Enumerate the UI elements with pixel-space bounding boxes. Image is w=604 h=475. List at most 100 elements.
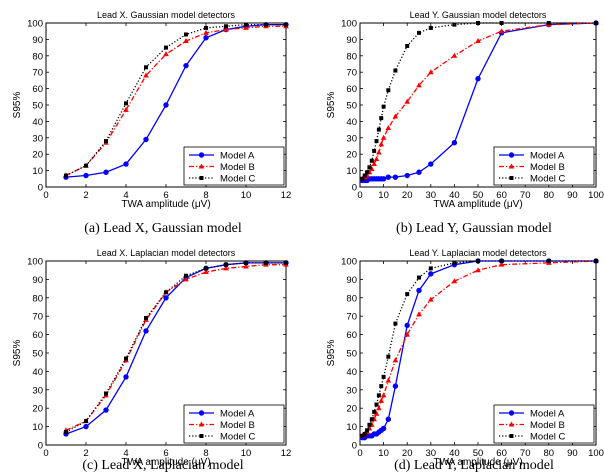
x-tick-label: 10 — [378, 190, 389, 201]
y-tick-label: 90 — [32, 275, 43, 286]
data-point — [376, 393, 381, 398]
y-tick-label: 80 — [32, 293, 43, 304]
data-point — [499, 259, 504, 263]
data-point — [284, 260, 288, 265]
data-point — [163, 295, 169, 301]
data-point — [392, 174, 399, 180]
x-tick-label: 0 — [43, 190, 48, 201]
data-point — [405, 292, 410, 297]
data-point — [224, 262, 228, 267]
data-point — [124, 356, 128, 361]
y-tick-label: 100 — [27, 257, 43, 268]
data-point — [183, 38, 189, 44]
data-point — [393, 321, 398, 326]
x-tick-label: 2 — [83, 448, 88, 459]
chart-title: Lead Y. Laplacian model detectors — [409, 248, 547, 258]
data-point — [203, 35, 209, 41]
data-point — [143, 136, 149, 143]
x-tick-label: 10 — [378, 448, 389, 459]
data-point — [264, 260, 268, 265]
x-tick-label: 8 — [203, 448, 208, 459]
data-point — [164, 290, 168, 295]
data-point — [367, 165, 372, 170]
y-tick-label: 20 — [32, 404, 43, 415]
data-point — [284, 22, 288, 27]
y-tick-label: 20 — [346, 150, 357, 161]
y-tick-label: 60 — [32, 84, 43, 95]
chart-title: Lead Y. Gaussian model detectors — [410, 10, 547, 20]
data-point — [386, 88, 391, 93]
data-point — [385, 124, 392, 130]
series-line-3 — [65, 262, 286, 433]
y-tick-label: 50 — [32, 349, 43, 360]
data-point — [452, 22, 457, 27]
data-point — [373, 156, 380, 162]
data-point — [83, 423, 89, 430]
series-line-1 — [65, 23, 286, 178]
data-point — [223, 265, 229, 271]
x-axis-label: TWA amplitude (μV) — [433, 199, 522, 210]
legend-label: Model C — [220, 432, 256, 443]
data-point — [594, 21, 598, 25]
x-tick-label: 100 — [588, 448, 604, 459]
data-point — [380, 425, 387, 432]
x-tick-label: 4 — [123, 190, 128, 201]
legend-label: Model B — [530, 162, 565, 173]
data-point — [144, 316, 148, 321]
data-point — [451, 140, 458, 146]
legend-marker — [508, 152, 515, 158]
data-point — [360, 176, 365, 181]
data-point — [204, 266, 208, 271]
x-tick-label: 50 — [473, 190, 484, 201]
y-tick-label: 80 — [32, 51, 43, 62]
data-point — [244, 22, 248, 27]
data-point — [367, 422, 372, 427]
y-tick-label: 80 — [346, 51, 357, 62]
data-point — [404, 172, 410, 179]
data-point — [123, 106, 129, 112]
data-point — [385, 377, 392, 383]
data-point — [379, 116, 384, 121]
legend-marker — [508, 410, 515, 416]
y-tick-label: 60 — [346, 84, 357, 95]
x-axis-label: TWA amplitude (μV) — [433, 457, 522, 468]
legend-marker — [509, 434, 514, 438]
x-tick-label: 4 — [123, 448, 128, 459]
data-point — [416, 169, 422, 175]
data-point — [83, 172, 89, 179]
y-tick-label: 10 — [346, 422, 357, 433]
x-tick-label: 40 — [449, 190, 460, 201]
legend-marker — [508, 421, 515, 427]
data-point — [546, 21, 551, 25]
x-tick-label: 8 — [203, 190, 208, 201]
data-point — [499, 21, 504, 25]
data-point — [103, 169, 109, 175]
y-tick-label: 30 — [32, 385, 43, 396]
data-point — [416, 311, 422, 317]
series-line-3 — [65, 23, 286, 177]
data-point — [452, 260, 457, 265]
panel-caption: (d) Lead Y, Laplacian model — [394, 458, 554, 473]
data-point — [203, 269, 209, 275]
y-tick-label: 70 — [32, 312, 43, 323]
chart-title: Lead X. Laplacian model detectors — [97, 248, 236, 258]
x-tick-label: 20 — [402, 448, 413, 459]
data-point — [371, 161, 377, 167]
x-tick-label: 6 — [163, 190, 168, 201]
legend-label: Model C — [530, 432, 566, 443]
y-tick-label: 40 — [346, 367, 357, 378]
data-point — [498, 28, 505, 34]
data-point — [365, 170, 370, 175]
x-tick-label: 10 — [241, 448, 252, 459]
data-point — [183, 62, 189, 69]
data-point — [143, 328, 149, 334]
data-point — [546, 259, 551, 263]
data-point — [369, 158, 374, 163]
legend-label: Model A — [220, 409, 255, 420]
series-line-3 — [361, 22, 596, 180]
data-point — [376, 149, 382, 155]
data-point — [428, 266, 433, 271]
